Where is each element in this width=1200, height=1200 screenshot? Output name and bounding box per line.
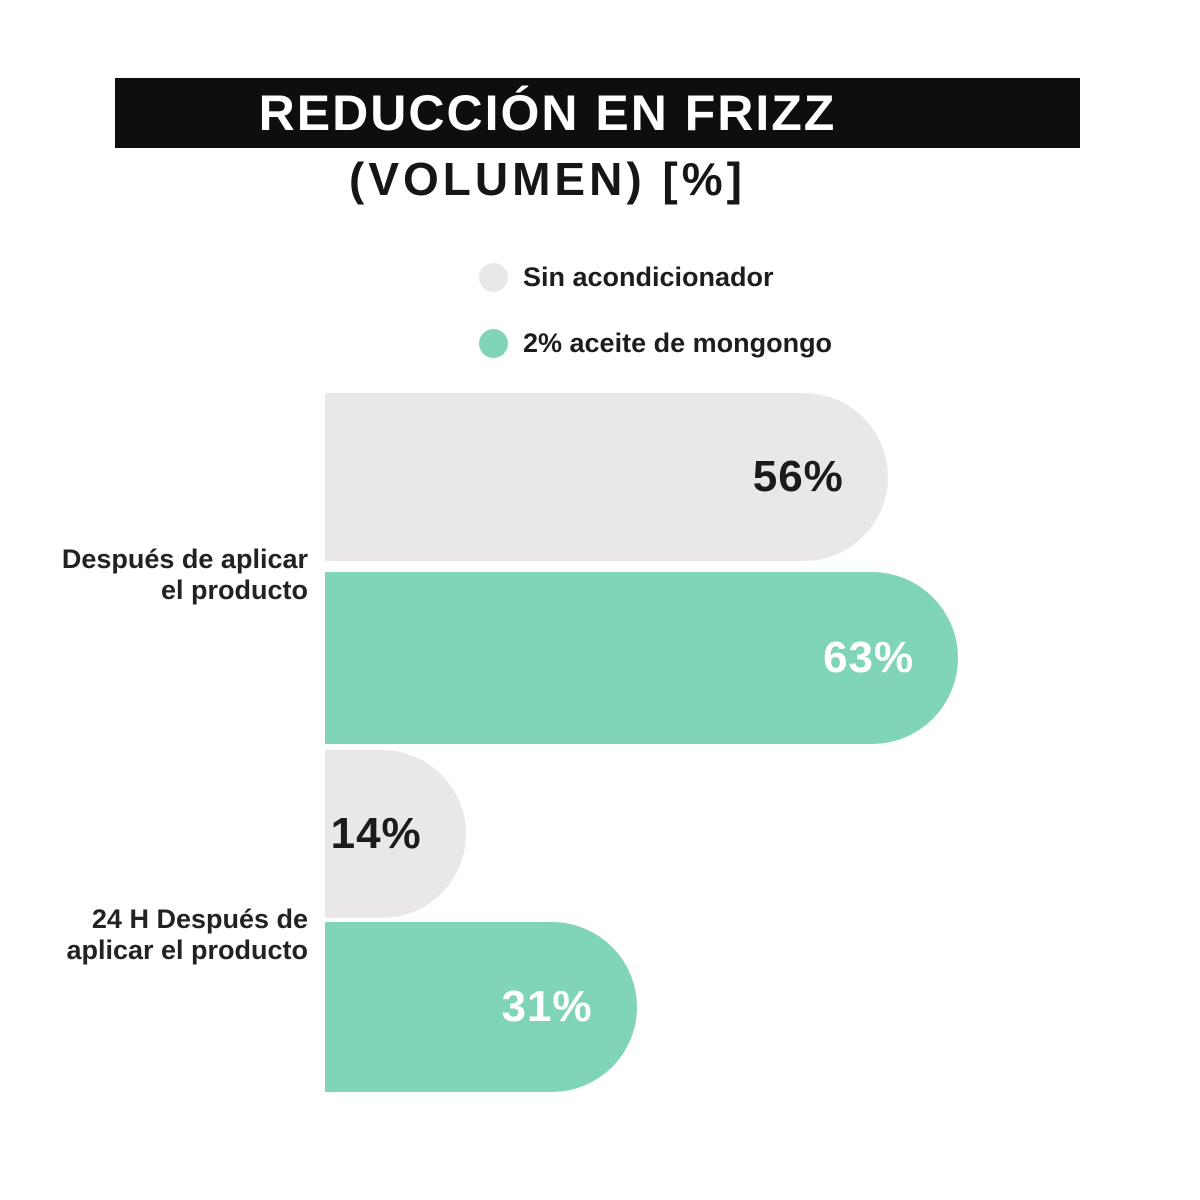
bar-value-label: 56% [752,452,844,501]
bar-mongongo-despues: 63% [325,572,959,744]
bar-sin-acondicionador-despues: 56% [325,393,888,561]
category-label-line: aplicar el producto [66,935,308,965]
title-banner: REDUCCIÓN EN FRIZZ [115,78,1080,148]
bar-value-label: 31% [501,982,593,1031]
legend-label: 2% aceite de mongongo [523,327,833,358]
category-label-line: Después de aplicar [61,544,308,574]
category-label-24h: 24 H Después de aplicar el producto [10,904,308,966]
legend-item-aceite-mongongo: 2% aceite de mongongo [479,324,832,362]
category-label-line: el producto [161,575,308,605]
bar-sin-acondicionador-24h: 14% [325,750,466,918]
legend-item-sin-acondicionador: Sin acondicionador [479,258,832,296]
bar-mongongo-24h: 31% [325,922,637,1092]
chart-subtitle: (VOLUMEN) [%] [349,153,746,205]
chart-title: REDUCCIÓN EN FRIZZ [258,85,837,141]
bar-value-label: 63% [823,633,915,682]
category-label-despues: Después de aplicar el producto [10,544,308,606]
bar-value-label: 14% [330,809,422,858]
legend-label: Sin acondicionador [523,261,774,292]
legend: Sin acondicionador 2% aceite de mongongo [479,258,832,362]
category-label-line: 24 H Después de [91,904,308,934]
legend-swatch-green-icon [479,328,508,358]
legend-swatch-gray-icon [479,262,508,292]
